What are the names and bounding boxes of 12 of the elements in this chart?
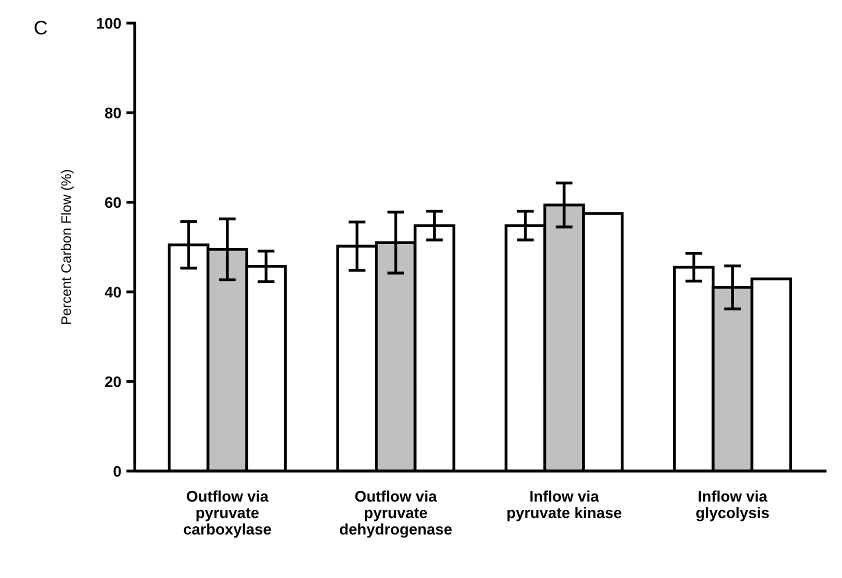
text: C — [34, 20, 47, 35]
x-tick-label: Inflow via glycolysis — [696, 490, 769, 522]
y-tick-label: 80 — [105, 108, 121, 118]
x-tick-label: Inflow via pyruvate kinase — [507, 490, 622, 522]
y-axis-title: Percent Carbon Flow (%) — [60, 170, 74, 324]
y-tick-label: 20 — [105, 376, 121, 388]
x-tick-label: Outflow via pyruvate dehydrogenase — [340, 490, 452, 538]
y-tick-label: 40 — [104, 286, 121, 298]
y-tick-label: 0 — [114, 466, 121, 477]
x-tick-label: Outflow via pyruvate carboxylase — [184, 490, 271, 538]
y-tick-label: 100 — [97, 18, 121, 29]
y-tick-label: 60 — [105, 197, 121, 208]
